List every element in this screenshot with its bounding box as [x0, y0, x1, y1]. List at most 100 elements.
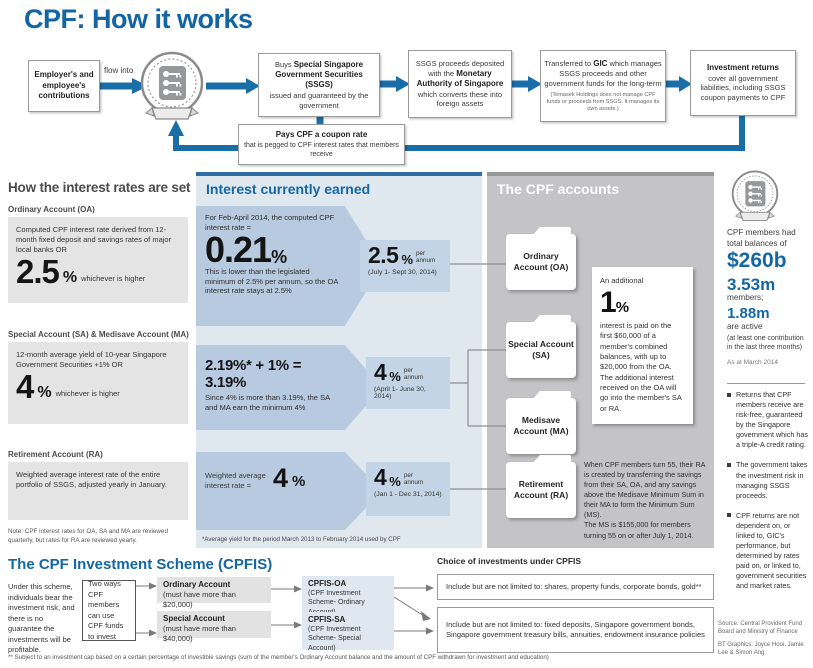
coupon-rate-box: Pays CPF a coupon rate that is pegged to… [238, 124, 405, 165]
stats-as-of: As at March 2014 [727, 359, 778, 366]
gic-text: Transferred to GIC which manages SSGS pr… [544, 58, 662, 88]
stats-active-label: are active [727, 322, 763, 331]
cpfis-arrows [136, 582, 434, 637]
oa-current-rate-box: 2.5% per annum (July 1- Sept 30, 2014) [360, 240, 450, 292]
cpfis-sa-requirement-title: Special Account [163, 614, 225, 623]
extra-interest-pre: An additional [600, 276, 644, 285]
sa-ma-rate-desc: 12-month average yield of 10-year Singap… [16, 350, 167, 370]
investment-returns-text: cover all government liabilities, includ… [700, 73, 786, 103]
graphics-credit: BT Graphics: Joyce Hooi, Jamie Lee & Sim… [718, 642, 804, 657]
two-ways-text: Two ways CPF members can use CPF funds t… [88, 579, 124, 641]
earned-arrow-ra: Weighted average interest rate = 4% [196, 452, 382, 530]
earned-arrow-oa: For Feb-April 2014, the computed CPF int… [196, 206, 382, 326]
stats-divider [727, 383, 805, 384]
earned-sa-ma-equation: 2.19%* + 1% = 3.19% [205, 357, 302, 391]
folder-special-account: Special Account (SA) [506, 322, 576, 378]
cpfis-sa-scheme-text: (CPF Investment Scheme- Special Account) [308, 626, 361, 652]
stats-balance: $260b [727, 249, 787, 272]
oa-rate-value: 2.5% whichever is higher [16, 253, 146, 291]
key-points-list: Returns that CPF members receive are ris… [727, 390, 811, 601]
stats-intro: CPF members had total balances of [727, 228, 796, 248]
earned-panel-top-strip [196, 172, 482, 176]
cpfis-sa-scheme: CPFIS-SA (CPF Investment Scheme- Special… [302, 612, 394, 652]
gic-box: Transferred to GIC which manages SSGS pr… [540, 50, 666, 122]
folder-sa-label: Special Account (SA) [508, 339, 574, 360]
choice-oa-box: Include but are not limited to: shares, … [437, 574, 714, 600]
sa-ma-rate-value: 4% whichever is higher [16, 368, 120, 406]
ra-rate-desc: Weighted average interest rate of the en… [16, 470, 167, 490]
cpf-logo [140, 51, 204, 125]
investment-cap-footnote: ** Subject to an investment cap based on… [8, 654, 549, 661]
sa-ma-current-rate-box: 4% per annum (April 1- June 30, 2014) [366, 357, 450, 409]
oa-rate-desc: Computed CPF interest rate derived from … [16, 225, 172, 255]
cpfis-oa-requirement-text: (must have more than $20,000) [163, 590, 236, 610]
accounts-panel-top-strip [487, 172, 714, 176]
coupon-rate-title: Pays CPF a coupon rate [275, 130, 368, 140]
folder-oa-label: Ordinary Account (OA) [513, 251, 569, 272]
ra-current-rate-box: 4% per annum (Jan 1 - Dec 31, 2014) [366, 462, 450, 516]
key-point-government-risk: The government takes the investment risk… [727, 460, 811, 500]
gic-temasek-note: (Temasek Holdings does not manage CPF fu… [546, 92, 660, 113]
folder-ma-label: Medisave Account (MA) [513, 415, 569, 436]
sa-ma-rate-period: (April 1- June 30, 2014) [374, 385, 426, 400]
earned-oa-computed-rate: 0.21% [205, 228, 288, 270]
cpfis-heading: The CPF Investment Scheme (CPFIS) [8, 556, 273, 573]
coupon-feedback-arrow [168, 114, 745, 151]
cpfis-oa-scheme: CPFIS-OA (CPF Investment Scheme- Ordinar… [302, 576, 394, 616]
stats-members-number: 3.53m [727, 275, 776, 294]
ra-rate-box: Weighted average interest rate of the en… [8, 462, 188, 520]
investment-returns-title: Investment returns [706, 63, 780, 73]
cpfis-oa-requirement: Ordinary Account (must have more than $2… [157, 577, 271, 609]
oa-rate-period: (July 1- Sept 30, 2014) [368, 268, 437, 276]
buys-ssgs-box: Buys Special Singapore Government Securi… [258, 53, 380, 117]
sa-ma-label: Special Account (SA) & Medisave Account … [8, 330, 189, 339]
stats-active-number: 1.88m [727, 305, 770, 322]
choice-sa-box: Include but are not limited to: fixed de… [437, 607, 714, 653]
mas-box: SSGS proceeds deposited with the Monetar… [408, 50, 512, 118]
two-ways-box: Two ways CPF members can use CPF funds t… [82, 579, 136, 641]
contributions-box: Employer's and employee's contributions [28, 60, 100, 112]
accounts-panel-heading: The CPF accounts [497, 181, 620, 197]
ra-creation-note: When CPF members turn 55, their RA is cr… [584, 460, 706, 540]
ra-label: Retirement Account (RA) [8, 450, 103, 459]
choice-oa-text: Include but are not limited to: shares, … [446, 581, 702, 591]
mas-text: SSGS proceeds deposited with the Monetar… [415, 58, 505, 109]
contributions-text: Employer's and employee's contributions [34, 70, 94, 101]
page-title: CPF: How it works [24, 4, 253, 34]
earned-oa-explanation: This is lower than the legislated minimu… [205, 266, 338, 296]
cpfis-intro: Under this scheme, individuals bear the … [8, 582, 75, 654]
source-credit: Source: Central Provident Fund Board and… [718, 621, 803, 636]
folder-medisave-account: Medisave Account (MA) [506, 398, 576, 454]
coupon-rate-text: that is pegged to CPF interest rates tha… [244, 141, 399, 158]
cpfis-sa-requirement-text: (must have more than $40,000) [163, 624, 236, 644]
flow-into-label: flow into [104, 66, 134, 75]
cpf-logo-small [731, 170, 779, 225]
investment-returns-box: Investment returns cover all government … [690, 50, 796, 116]
rates-panel-heading: How the interest rates are set [8, 180, 191, 195]
oa-label: Ordinary Account (OA) [8, 205, 95, 214]
cpfis-oa-scheme-title: CPFIS-OA [308, 579, 347, 588]
extra-interest-card: An additional 1% interest is paid on the… [592, 267, 693, 424]
rate-to-folder-lines [450, 263, 506, 490]
earned-panel-heading: Interest currently earned [206, 181, 371, 197]
buys-ssgs-text: Buys Special Singapore Government Securi… [274, 59, 364, 90]
cpf-seal-small-icon [731, 170, 779, 221]
earned-arrow-sa-ma: 2.19%* + 1% = 3.19% Since 4% is more tha… [196, 345, 382, 430]
cpfis-sa-requirement: Special Account (must have more than $40… [157, 611, 271, 643]
earned-sa-ma-explanation: Since 4% is more than 3.19%, the SA and … [205, 393, 330, 412]
cpfis-sa-scheme-title: CPFIS-SA [308, 615, 346, 624]
key-point-risk-free: Returns that CPF members receive are ris… [727, 390, 811, 450]
folder-retirement-account: Retirement Account (RA) [506, 462, 576, 518]
cpf-seal-icon [140, 51, 204, 120]
folder-ra-label: Retirement Account (RA) [513, 479, 569, 500]
choice-sa-text: Include but are not limited to: fixed de… [446, 619, 705, 640]
rates-review-note: Note: CPF interest rates for OA, SA and … [8, 528, 168, 544]
choice-heading: Choice of investments under CPFIS [437, 556, 582, 566]
yield-footnote: *Average yield for the period March 2013… [202, 536, 401, 543]
sa-ma-rate-box: 12-month average yield of 10-year Singap… [8, 342, 188, 424]
ra-rate-period: (Jan 1 - Dec 31, 2014) [374, 490, 442, 498]
extra-interest-text: interest is paid on the first $60,000 of… [600, 321, 682, 413]
key-point-gic-independence: CPF returns are not dependent on, or lin… [727, 511, 811, 592]
cpfis-oa-requirement-title: Ordinary Account [163, 580, 231, 589]
